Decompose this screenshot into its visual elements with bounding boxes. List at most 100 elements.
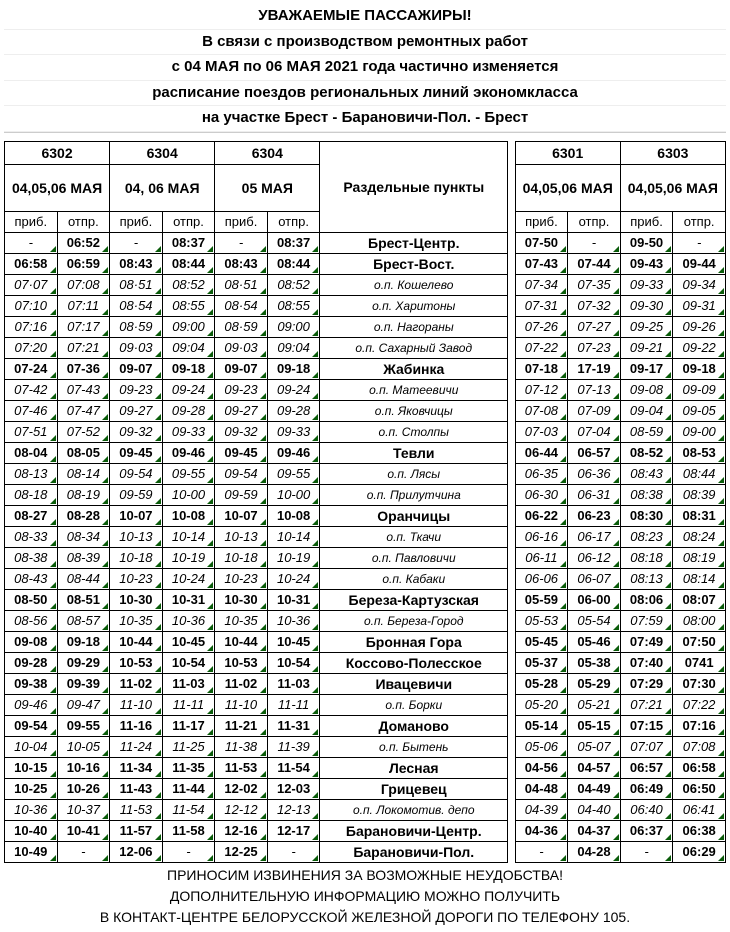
time-cell: 07:15 <box>620 715 673 736</box>
dates-3: 05 МАЯ <box>215 164 320 211</box>
time-cell: 09-43 <box>620 253 673 274</box>
time-cell: 10-35 <box>110 610 163 631</box>
time-cell: 08:39 <box>673 484 726 505</box>
time-cell: 10-45 <box>162 631 215 652</box>
time-cell: 09-46 <box>5 694 58 715</box>
station-name: Барановичи-Пол. <box>320 841 508 862</box>
time-cell: 06-07 <box>568 568 621 589</box>
time-cell: 09-33 <box>620 274 673 295</box>
col-arr: приб. <box>110 211 163 232</box>
dates-1: 04,05,06 МАЯ <box>5 164 110 211</box>
time-cell: 07·07 <box>5 274 58 295</box>
time-cell: 09-38 <box>5 673 58 694</box>
time-cell: 08-33 <box>5 526 58 547</box>
time-cell: 09-33 <box>162 421 215 442</box>
train-6301: 6301 <box>515 141 620 164</box>
time-cell: 08:43 <box>215 253 268 274</box>
time-cell: 04-39 <box>515 799 568 820</box>
col-dep: отпр. <box>57 211 110 232</box>
time-cell: 07-09 <box>568 400 621 421</box>
time-cell: - <box>267 841 320 862</box>
time-cell: 09-08 <box>5 631 58 652</box>
time-cell: 06-22 <box>515 505 568 526</box>
dates-2: 04, 06 МАЯ <box>110 164 215 211</box>
time-cell: 10-24 <box>267 568 320 589</box>
timetable: 6302 6304 6304 Раздельные пункты 6301 63… <box>4 141 726 863</box>
time-cell: 10-41 <box>57 820 110 841</box>
station-name: Бронная Гора <box>320 631 508 652</box>
time-cell: 07:07 <box>620 736 673 757</box>
gap <box>508 673 516 694</box>
time-cell: 07:11 <box>57 295 110 316</box>
time-cell: 07:16 <box>673 715 726 736</box>
time-cell: 08:14 <box>673 568 726 589</box>
time-cell: 09-28 <box>5 652 58 673</box>
time-cell: - <box>515 841 568 862</box>
time-cell: 10-19 <box>162 547 215 568</box>
time-cell: 07:30 <box>673 673 726 694</box>
time-cell: 06-36 <box>568 463 621 484</box>
station-name: Грицевец <box>320 778 508 799</box>
time-cell: 09-08 <box>620 379 673 400</box>
gap <box>508 505 516 526</box>
gap <box>508 631 516 652</box>
time-cell: 09-34 <box>673 274 726 295</box>
gap <box>508 820 516 841</box>
time-cell: 06-23 <box>568 505 621 526</box>
time-cell: 09-45 <box>110 442 163 463</box>
time-cell: 12-12 <box>215 799 268 820</box>
time-cell: 12-02 <box>215 778 268 799</box>
time-cell: 04-48 <box>515 778 568 799</box>
time-cell: 07-27 <box>568 316 621 337</box>
time-cell: 09-46 <box>162 442 215 463</box>
time-cell: 05-21 <box>568 694 621 715</box>
time-cell: 11-11 <box>267 694 320 715</box>
time-cell: 08·54 <box>215 295 268 316</box>
time-cell: 04-37 <box>568 820 621 841</box>
station-name: о.п. Локомотив. депо <box>320 799 508 820</box>
time-cell: 11-31 <box>267 715 320 736</box>
time-cell: 09-32 <box>215 421 268 442</box>
time-cell: 11-03 <box>267 673 320 694</box>
time-cell: 09-04 <box>620 400 673 421</box>
time-cell: 09-55 <box>162 463 215 484</box>
time-cell: - <box>110 232 163 253</box>
time-cell: 11-03 <box>162 673 215 694</box>
time-cell: 10-07 <box>215 505 268 526</box>
time-cell: 07-08 <box>515 400 568 421</box>
time-cell: 09-29 <box>57 652 110 673</box>
gap <box>508 463 516 484</box>
time-cell: 11-35 <box>162 757 215 778</box>
time-cell: 09-33 <box>267 421 320 442</box>
train-6302: 6302 <box>5 141 110 164</box>
time-cell: 09-39 <box>57 673 110 694</box>
time-cell: 07-26 <box>515 316 568 337</box>
time-cell: 05-06 <box>515 736 568 757</box>
time-cell: 12-16 <box>215 820 268 841</box>
station-name: о.п. Столпы <box>320 421 508 442</box>
time-cell: 10-54 <box>162 652 215 673</box>
time-cell: - <box>673 232 726 253</box>
time-cell: 08-13 <box>5 463 58 484</box>
time-cell: 08·51 <box>110 274 163 295</box>
time-cell: 12-25 <box>215 841 268 862</box>
time-cell: 09-18 <box>673 358 726 379</box>
time-cell: 10-23 <box>110 568 163 589</box>
time-cell: 10-36 <box>162 610 215 631</box>
time-cell: 09:04 <box>267 337 320 358</box>
dates-4: 04,05,06 МАЯ <box>515 164 620 211</box>
time-cell: 08:37 <box>162 232 215 253</box>
time-cell: 08:55 <box>162 295 215 316</box>
time-cell: 07-42 <box>5 379 58 400</box>
time-cell: 05-15 <box>568 715 621 736</box>
time-cell: 07-32 <box>568 295 621 316</box>
time-cell: 07:08 <box>673 736 726 757</box>
time-cell: 06:41 <box>673 799 726 820</box>
time-cell: 05-37 <box>515 652 568 673</box>
time-cell: 07-35 <box>568 274 621 295</box>
time-cell: 10-44 <box>110 631 163 652</box>
gap <box>508 316 516 337</box>
time-cell: 11-25 <box>162 736 215 757</box>
time-cell: 11-58 <box>162 820 215 841</box>
time-cell: 08:13 <box>620 568 673 589</box>
